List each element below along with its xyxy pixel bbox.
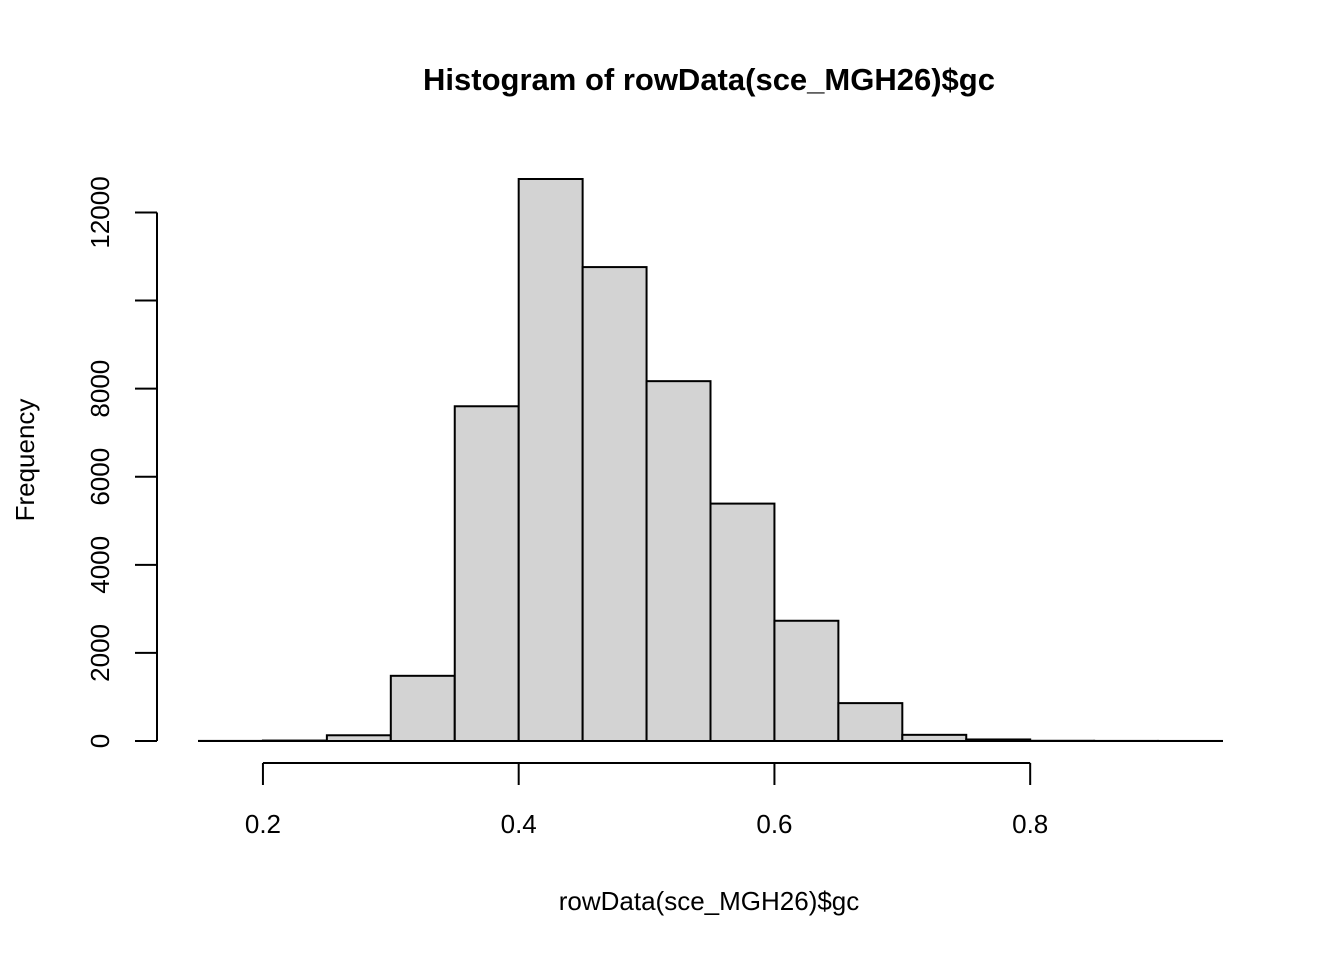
histogram-bar [581, 266, 648, 742]
histogram-bar [773, 619, 840, 743]
y-tick-label: 2000 [85, 624, 115, 682]
y-axis-label: Frequency [10, 399, 40, 522]
y-axis: 0 2000 4000 6000 8000 12000 [85, 176, 158, 748]
y-tick-label: 8000 [85, 360, 115, 418]
histogram-bar [453, 405, 520, 742]
x-axis: 0.2 0.4 0.6 0.8 [245, 762, 1048, 839]
x-tick-label: 0.6 [756, 809, 792, 839]
x-tick-label: 0.4 [501, 809, 537, 839]
chart-title: Histogram of rowData(sce_MGH26)$gc [423, 62, 995, 97]
x-axis-label: rowData(sce_MGH26)$gc [559, 886, 860, 916]
y-tick-label: 6000 [85, 448, 115, 506]
histogram-bar [837, 702, 904, 742]
bars-group [198, 178, 1223, 743]
x-tick-label: 0.2 [245, 809, 281, 839]
histogram-bar [645, 380, 712, 742]
x-tick-label: 0.8 [1012, 809, 1048, 839]
y-tick-label: 0 [85, 734, 115, 748]
histogram-bar [517, 178, 584, 742]
histogram-bar [709, 502, 776, 742]
y-tick-label: 12000 [85, 176, 115, 248]
histogram-bar [389, 674, 456, 743]
y-tick-label: 4000 [85, 536, 115, 594]
